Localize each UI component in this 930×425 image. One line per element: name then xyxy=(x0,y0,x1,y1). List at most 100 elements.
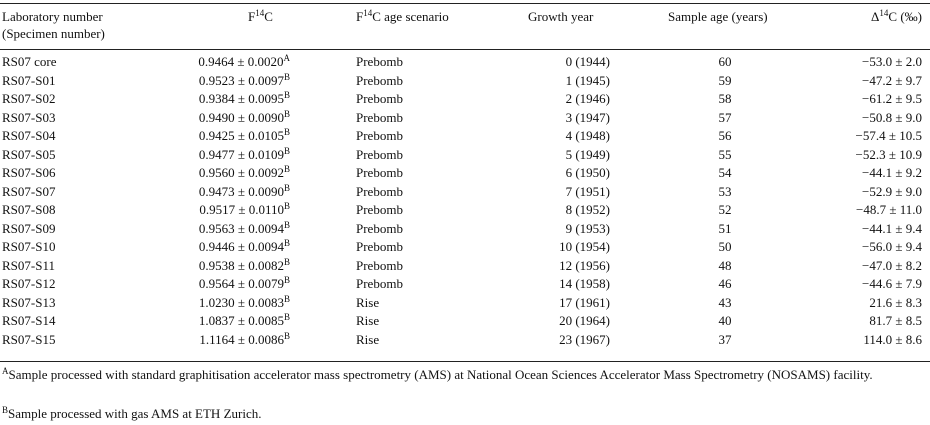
table-row: RS07-S10 0.9446 ± 0.0094B Prebomb 10 (1954)… xyxy=(0,238,930,256)
cell-f14c: 0.9477 ± 0.0109B xyxy=(198,145,290,162)
cell-lab-number: RS07-S15 xyxy=(2,331,56,347)
footnote-marker: B xyxy=(283,90,290,100)
cell-delta14c: −52.3 ± 10.9 xyxy=(855,146,922,162)
cell-delta14c: −47.0 ± 8.2 xyxy=(862,257,922,273)
cell-age-scenario: Prebomb xyxy=(356,165,403,180)
table-row: RS07-S12 0.9564 ± 0.0079B Prebomb 14 (1958)… xyxy=(0,275,930,293)
cell-age-scenario: Prebomb xyxy=(356,109,403,125)
cell-age-scenario: Prebomb xyxy=(356,128,403,143)
footnote-b: BSample processed with gas AMS at ETH Zu… xyxy=(2,405,262,422)
cell-growth-year: 7 (1951) xyxy=(565,183,610,199)
cell-f14c: 0.9563 ± 0.0094B xyxy=(198,219,290,236)
cell-lab-number: RS07-S06 xyxy=(2,165,56,180)
cell-lab-number: RS07-S10 xyxy=(2,239,56,254)
cell-delta14c: −52.9 ± 9.0 xyxy=(862,183,922,199)
table-row: RS07-S02 0.9384 ± 0.0095B Prebomb 2 (1946) 5… xyxy=(0,90,930,108)
footnote-marker: B xyxy=(283,201,290,211)
table-row: RS07-S13 1.0230 ± 0.0083B Rise 17 (1961) 43 2… xyxy=(0,294,930,312)
bottom-rule xyxy=(0,361,930,362)
cell-f14c: 1.1164 ± 0.0086B xyxy=(199,330,290,347)
cell-age-scenario: Prebomb xyxy=(356,276,403,291)
cell-delta14c: −53.0 ± 2.0 xyxy=(862,54,922,69)
cell-lab-number: RS07-S04 xyxy=(2,128,56,143)
cell-sample-age: 46 xyxy=(718,276,732,291)
cell-lab-number: RS07-S13 xyxy=(2,294,56,310)
cell-f14c: 0.9473 ± 0.0090B xyxy=(198,182,290,199)
cell-delta14c: −44.1 ± 9.2 xyxy=(862,165,922,180)
table-row: RS07-S15 1.1164 ± 0.0086B Rise 23 (1967) 37 1… xyxy=(0,331,930,349)
cell-sample-age: 55 xyxy=(718,146,732,162)
cell-delta14c: −47.2 ± 9.7 xyxy=(862,72,922,88)
table-row: RS07-S14 1.0837 ± 0.0085B Rise 20 (1964) 40 8… xyxy=(0,312,930,330)
cell-lab-number: RS07-S01 xyxy=(2,72,56,88)
header-f14c: F14C xyxy=(248,8,273,25)
footnote-marker: B xyxy=(283,108,290,119)
header-growth-year: Growth year xyxy=(528,9,594,24)
cell-sample-age: 54 xyxy=(718,165,732,180)
cell-sample-age: 50 xyxy=(718,239,732,254)
table-row: RS07-S11 0.9538 ± 0.0082B Prebomb 12 (1956)… xyxy=(0,257,930,275)
cell-age-scenario: Rise xyxy=(356,294,380,310)
footnote-marker: B xyxy=(283,182,290,193)
cell-growth-year: 12 (1956) xyxy=(559,257,610,273)
cell-lab-number: RS07-S02 xyxy=(2,91,56,106)
header-sample-age: Sample age (years) xyxy=(668,9,768,24)
cell-f14c: 0.9560 ± 0.0092B xyxy=(198,164,290,181)
cell-lab-number: RS07-S07 xyxy=(2,183,56,199)
cell-f14c: 0.9564 ± 0.0079B xyxy=(198,275,290,292)
cell-delta14c: −44.6 ± 7.9 xyxy=(862,276,922,291)
cell-f14c: 0.9384 ± 0.0095B xyxy=(198,90,290,107)
header-rule xyxy=(0,49,930,50)
cell-lab-number: RS07-S08 xyxy=(2,202,56,217)
cell-sample-age: 52 xyxy=(718,202,732,217)
cell-growth-year: 2 (1946) xyxy=(565,91,610,106)
cell-sample-age: 57 xyxy=(718,109,732,125)
cell-sample-age: 40 xyxy=(718,313,732,328)
cell-f14c: 0.9446 ± 0.0094B xyxy=(198,238,290,255)
header-age-scenario: F14C age scenario xyxy=(356,8,449,25)
cell-age-scenario: Rise xyxy=(356,313,380,328)
cell-age-scenario: Prebomb xyxy=(356,239,403,254)
cell-lab-number: RS07 core xyxy=(2,54,57,69)
cell-f14c: 1.0837 ± 0.0085B xyxy=(198,312,290,329)
cell-sample-age: 59 xyxy=(718,72,732,88)
cell-delta14c: −61.2 ± 9.5 xyxy=(862,91,922,106)
cell-age-scenario: Rise xyxy=(356,331,380,347)
footnote-marker: B xyxy=(283,275,290,285)
cell-lab-number: RS07-S05 xyxy=(2,146,56,162)
cell-age-scenario: Prebomb xyxy=(356,183,403,199)
cell-growth-year: 17 (1961) xyxy=(559,294,610,310)
cell-age-scenario: Prebomb xyxy=(356,202,403,217)
cell-delta14c: −44.1 ± 9.4 xyxy=(862,220,922,236)
cell-f14c: 0.9425 ± 0.0105B xyxy=(198,127,290,144)
cell-growth-year: 4 (1948) xyxy=(565,128,610,143)
cell-growth-year: 10 (1954) xyxy=(559,239,610,254)
cell-sample-age: 56 xyxy=(718,128,732,143)
header-lab-number: Laboratory number (Specimen number) xyxy=(2,9,105,41)
cell-sample-age: 58 xyxy=(718,91,732,106)
top-rule xyxy=(0,3,930,4)
cell-delta14c: 21.6 ± 8.3 xyxy=(869,294,922,310)
footnote-marker: A xyxy=(283,53,291,63)
cell-lab-number: RS07-S09 xyxy=(2,220,56,236)
cell-sample-age: 51 xyxy=(718,220,732,236)
footnote-marker: B xyxy=(283,164,290,174)
cell-f14c: 1.0230 ± 0.0083B xyxy=(198,293,290,310)
cell-growth-year: 8 (1952) xyxy=(565,202,610,217)
cell-f14c: 0.9517 ± 0.0110B xyxy=(199,201,290,218)
cell-sample-age: 37 xyxy=(718,331,732,347)
cell-growth-year: 9 (1953) xyxy=(565,220,610,236)
cell-sample-age: 48 xyxy=(718,257,732,273)
cell-age-scenario: Prebomb xyxy=(356,54,403,69)
cell-delta14c: 81.7 ± 8.5 xyxy=(869,313,922,328)
cell-growth-year: 3 (1947) xyxy=(565,109,610,125)
table-row: RS07-S08 0.9517 ± 0.0110B Prebomb 8 (1952) 5… xyxy=(0,201,930,219)
cell-growth-year: 23 (1967) xyxy=(559,331,610,347)
table-row: RS07-S07 0.9473 ± 0.0090B Prebomb 7 (1951) 5… xyxy=(0,183,930,201)
cell-age-scenario: Prebomb xyxy=(356,257,403,273)
cell-growth-year: 0 (1944) xyxy=(565,54,610,69)
table-row: RS07-S01 0.9523 ± 0.0097B Prebomb 1 (1945) 5… xyxy=(0,72,930,90)
footnote-marker: B xyxy=(283,312,290,322)
cell-growth-year: 1 (1945) xyxy=(565,72,610,88)
cell-delta14c: −56.0 ± 9.4 xyxy=(862,239,922,254)
